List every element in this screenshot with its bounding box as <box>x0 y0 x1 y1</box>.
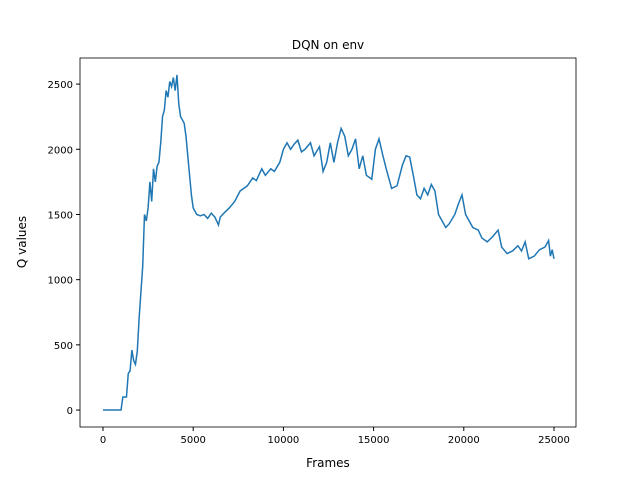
y-axis-label: Q values <box>15 216 29 268</box>
y-tick-label: 2000 <box>48 145 73 156</box>
y-tick-label: 1500 <box>48 210 73 221</box>
x-tick-label: 0 <box>100 435 106 446</box>
x-tick-label: 15000 <box>358 435 390 446</box>
line <box>103 74 555 411</box>
plot-frame <box>79 57 577 428</box>
y-tick-label: 0 <box>67 406 73 417</box>
y-tick-label: 2500 <box>48 80 73 91</box>
x-tick-label: 20000 <box>448 435 480 446</box>
y-tick-label: 1000 <box>48 276 73 287</box>
chart-title: DQN on env <box>292 38 364 52</box>
x-tick-label: 10000 <box>267 435 299 446</box>
x-tick-label: 25000 <box>538 435 570 446</box>
x-axis-label: Frames <box>306 456 350 470</box>
y-tick-label: 500 <box>54 341 73 352</box>
x-tick-label: 5000 <box>180 435 205 446</box>
